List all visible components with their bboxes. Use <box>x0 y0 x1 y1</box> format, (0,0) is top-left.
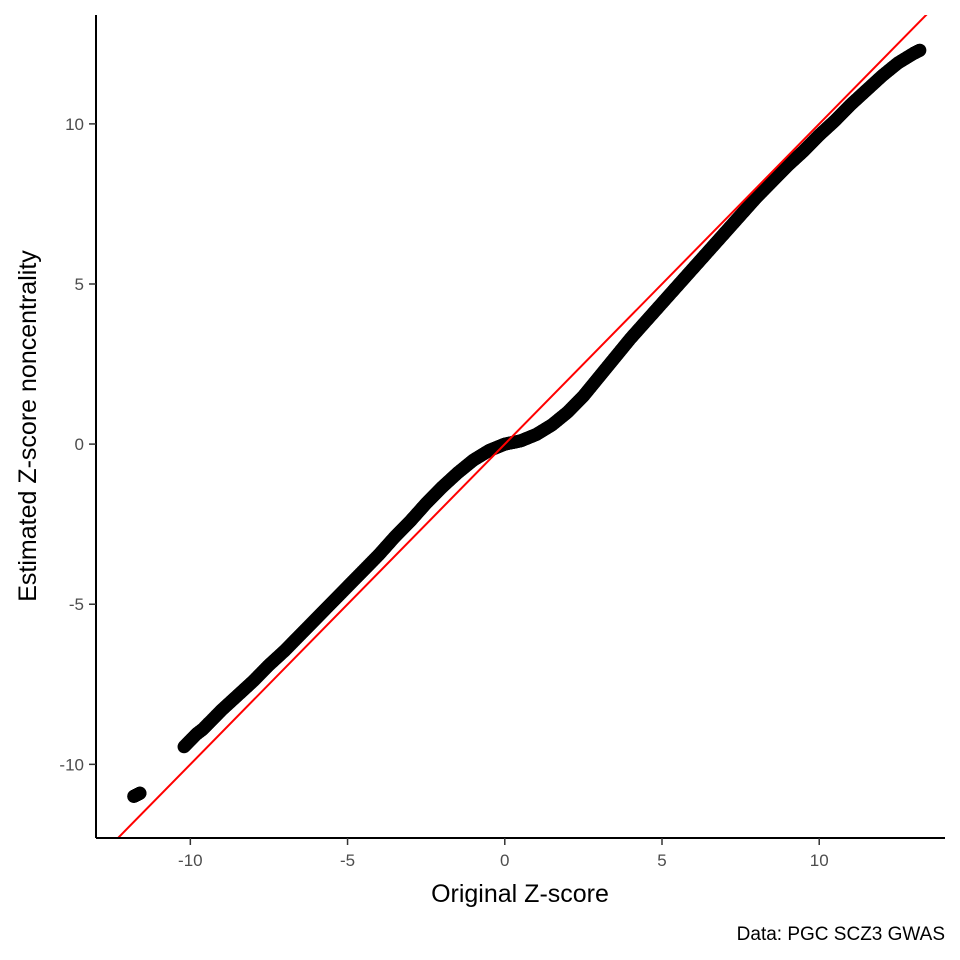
x-axis-title: Original Z-score <box>431 880 609 908</box>
y-tick-label: 10 <box>65 115 84 134</box>
chart-caption: Data: PGC SCZ3 GWAS <box>737 924 945 945</box>
reference-line-layer <box>116 15 928 838</box>
x-tick-label: 10 <box>810 851 829 870</box>
reference-line <box>116 15 928 838</box>
data-point <box>913 43 927 57</box>
x-tick-label: -5 <box>340 851 355 870</box>
x-tick-label: 0 <box>500 851 509 870</box>
y-axis-title: Estimated Z-score noncentrality <box>14 250 42 602</box>
x-tick-label: -10 <box>178 851 203 870</box>
y-tick-label: 5 <box>75 275 84 294</box>
y-tick-label: 0 <box>75 435 84 454</box>
data-points <box>127 43 927 803</box>
y-tick-label: -5 <box>69 595 84 614</box>
y-axis-ticks: -10 -5 0 5 10 <box>59 115 96 774</box>
x-axis-ticks: -10 -5 0 5 10 <box>178 838 829 870</box>
x-tick-label: 5 <box>657 851 666 870</box>
y-tick-label: -10 <box>59 755 84 774</box>
data-point <box>133 786 147 800</box>
